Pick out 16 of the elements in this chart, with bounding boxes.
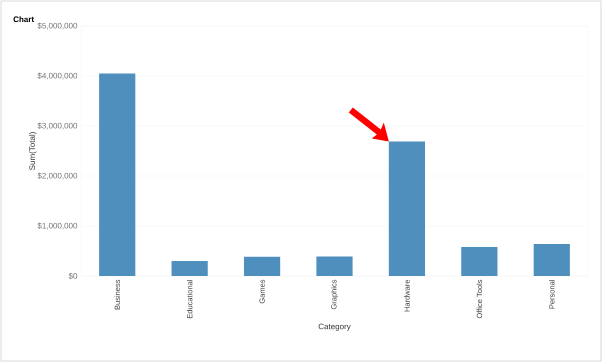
bar (534, 244, 570, 276)
y-tick-label: $0 (68, 272, 78, 280)
bar (244, 256, 280, 276)
bar (172, 261, 208, 276)
y-tick-label: $5,000,000 (38, 22, 78, 30)
y-tick-label: $4,000,000 (38, 72, 78, 80)
bar (316, 256, 353, 276)
bar (461, 247, 498, 276)
y-tick-label: $3,000,000 (38, 122, 78, 130)
y-tick-label: $2,000,000 (38, 172, 78, 180)
bar (99, 73, 136, 276)
x-axis-title: Category (318, 324, 351, 331)
y-tick-label: $1,000,000 (38, 222, 78, 230)
y-axis-title: Sum(Total) (29, 132, 37, 170)
chart-title: Chart (14, 16, 34, 22)
bar (388, 142, 426, 276)
